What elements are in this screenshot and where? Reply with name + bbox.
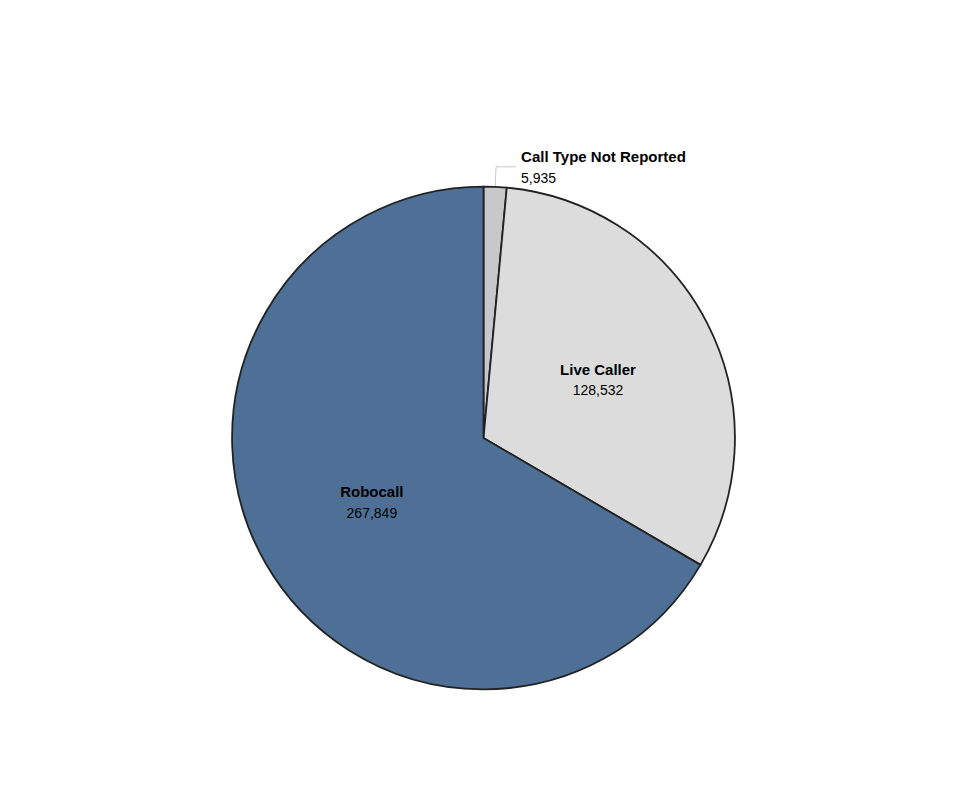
svg-text:Live Caller: Live Caller	[560, 361, 636, 378]
svg-text:128,532: 128,532	[573, 382, 624, 398]
svg-text:267,849: 267,849	[347, 505, 398, 521]
svg-text:5,935: 5,935	[521, 170, 556, 186]
svg-text:Call Type Not Reported: Call Type Not Reported	[521, 148, 686, 165]
svg-text:Robocall: Robocall	[340, 483, 403, 500]
